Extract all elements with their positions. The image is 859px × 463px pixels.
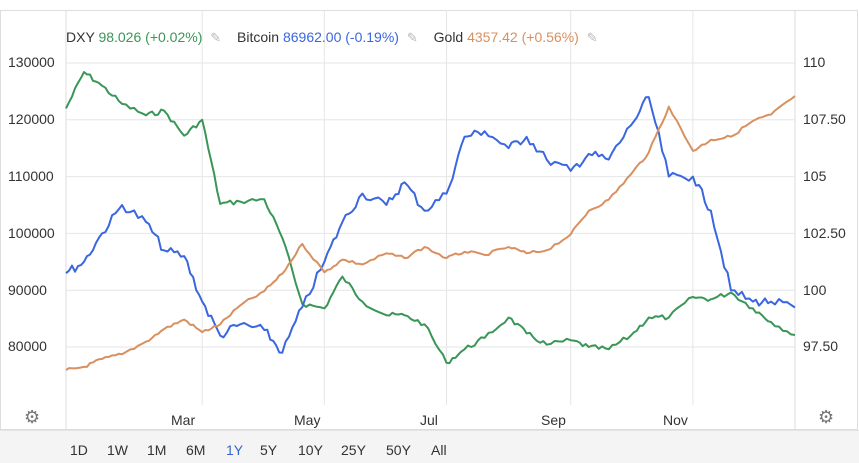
legend-btc-value: 86962.00	[282, 29, 342, 45]
series-line-gold[interactable]	[65, 95, 796, 371]
y-left-tick: 120000	[8, 111, 55, 127]
series-line-bitcoin[interactable]	[65, 96, 796, 354]
range-button-1m[interactable]: 1M	[147, 442, 167, 458]
legend-btc-change: (-0.19%)	[345, 29, 399, 45]
legend-item-dxy[interactable]: DXY 98.026 (+0.02%) ✎	[66, 29, 221, 46]
range-button-1y[interactable]: 1Y	[226, 442, 244, 458]
gear-icon[interactable]: ⚙	[818, 407, 835, 427]
legend-gold-name: Gold	[433, 29, 464, 45]
series-line-dxy[interactable]	[65, 71, 796, 365]
x-tick-sep: Sep	[541, 412, 566, 428]
range-button-25y[interactable]: 25Y	[341, 442, 366, 458]
range-button-6m[interactable]: 6M	[186, 442, 206, 458]
x-tick-jul: Jul	[420, 412, 438, 428]
range-button-10y[interactable]: 10Y	[298, 442, 323, 458]
legend-gold-value: 4357.42	[467, 29, 518, 45]
legend-dxy-name: DXY	[66, 29, 95, 45]
y-left-tick: 110000	[8, 168, 54, 184]
legend-item-bitcoin[interactable]: Bitcoin 86962.00 (-0.19%) ✎	[237, 29, 418, 46]
legend-dxy-change: (+0.02%)	[145, 29, 203, 45]
chart-frame	[0, 10, 858, 430]
range-button-1w[interactable]: 1W	[107, 442, 128, 458]
range-selector-bar	[0, 430, 859, 463]
range-button-50y[interactable]: 50Y	[386, 442, 411, 458]
x-tick-mar: Mar	[171, 412, 196, 428]
legend-gold-change: (+0.56%)	[521, 29, 579, 45]
y-left-tick: 90000	[8, 282, 47, 298]
chart-plot	[0, 10, 858, 430]
range-button-5y[interactable]: 5Y	[260, 442, 278, 458]
y-left-tick: 80000	[8, 338, 47, 354]
chart-border	[0, 10, 858, 430]
pencil-icon[interactable]: ✎	[210, 30, 222, 45]
y-right-tick: 97.50	[803, 338, 839, 354]
legend-item-gold[interactable]: Gold 4357.42 (+0.56%) ✎	[434, 29, 598, 46]
y-left-tick: 100000	[8, 225, 55, 241]
x-tick-may: May	[294, 412, 321, 428]
pencil-icon[interactable]: ✎	[586, 30, 598, 45]
range-button-1d[interactable]: 1D	[70, 442, 88, 458]
gear-icon[interactable]: ⚙	[24, 407, 41, 427]
pencil-icon[interactable]: ✎	[406, 30, 418, 45]
y-right-tick: 105	[803, 168, 827, 184]
chart-legend: DXY 98.026 (+0.02%) ✎ Bitcoin 86962.00 (…	[66, 29, 610, 46]
range-button-all[interactable]: All	[431, 442, 447, 458]
legend-dxy-value: 98.026	[98, 29, 142, 45]
legend-btc-name: Bitcoin	[237, 29, 280, 45]
y-right-tick: 100	[803, 282, 827, 298]
y-right-tick: 107.50	[803, 111, 846, 127]
y-right-tick: 102.50	[803, 225, 846, 241]
x-tick-nov: Nov	[663, 412, 688, 428]
y-right-tick: 110	[803, 54, 826, 70]
y-left-tick: 130000	[8, 54, 55, 70]
